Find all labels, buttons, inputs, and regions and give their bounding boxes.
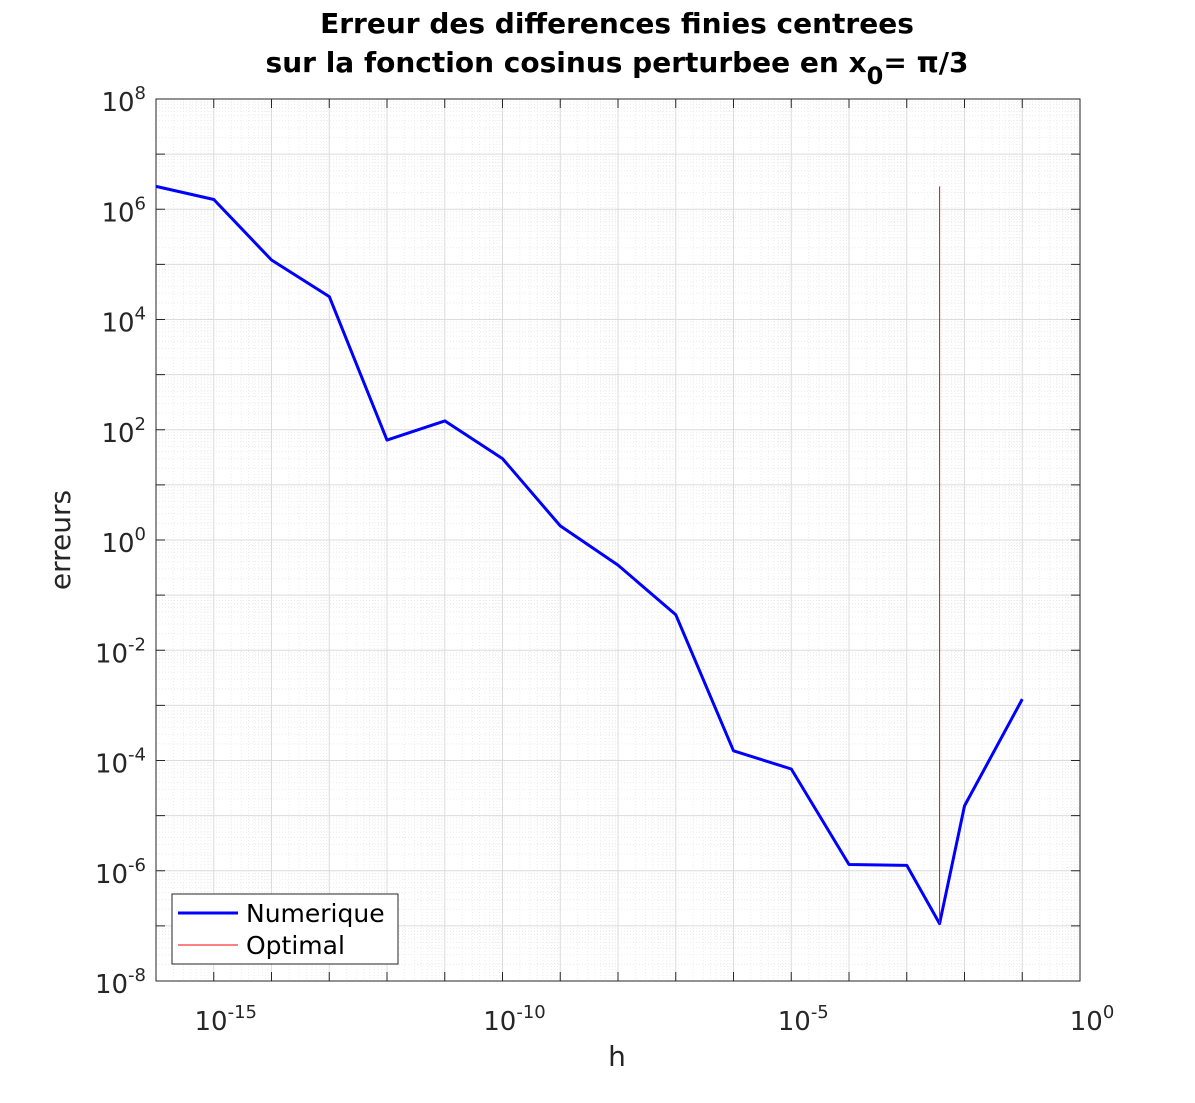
y-tick-exponent: -6 xyxy=(128,855,146,876)
x-tick-label: 10-5 xyxy=(778,1002,829,1037)
y-tick-label: 10-2 xyxy=(95,634,146,669)
tick-marks xyxy=(155,98,1081,982)
chart-title-subscript: 0 xyxy=(867,62,884,90)
y-tick-exponent: -4 xyxy=(128,745,146,766)
series-line-numerique xyxy=(155,184,1024,926)
chart-title-main: sur la fonction cosinus perturbee en x xyxy=(266,46,867,79)
x-tick-label: 100 xyxy=(1070,1002,1115,1037)
x-tick-exponent: -10 xyxy=(516,1002,545,1023)
y-tick-exponent: 0 xyxy=(135,524,146,545)
y-tick-base: 10 xyxy=(101,88,134,118)
y-tick-base: 10 xyxy=(95,639,128,669)
y-tick-label: 106 xyxy=(101,193,146,228)
legend-label-optimal: Optimal xyxy=(246,931,345,960)
y-tick-exponent: -2 xyxy=(128,634,146,655)
y-tick-base: 10 xyxy=(101,529,134,559)
chart-title-line-2: sur la fonction cosinus perturbee en x0=… xyxy=(266,46,969,90)
y-tick-label: 102 xyxy=(101,414,146,449)
y-tick-exponent: 4 xyxy=(135,304,146,325)
chart-title-line-1: Erreur des differences finies centrees xyxy=(320,7,914,40)
y-tick-label: 10-6 xyxy=(95,855,146,890)
y-tick-base: 10 xyxy=(95,860,128,890)
y-tick-label: 10-4 xyxy=(95,745,146,780)
x-tick-exponent: -15 xyxy=(228,1002,257,1023)
chart-title-suffix: = π/3 xyxy=(883,46,968,79)
y-tick-base: 10 xyxy=(95,970,128,1000)
x-tick-base: 10 xyxy=(483,1007,516,1037)
y-tick-base: 10 xyxy=(101,309,134,339)
x-axis-label: h xyxy=(608,1040,626,1073)
x-tick-exponent: 0 xyxy=(1103,1002,1114,1023)
legend-label-numerique: Numerique xyxy=(246,899,385,928)
y-tick-label: 108 xyxy=(101,83,146,118)
x-tick-base: 10 xyxy=(195,1007,228,1037)
y-tick-exponent: 8 xyxy=(135,83,146,104)
y-tick-base: 10 xyxy=(101,419,134,449)
y-tick-label: 100 xyxy=(101,524,146,559)
y-tick-exponent: 6 xyxy=(135,193,146,214)
x-tick-base: 10 xyxy=(1070,1007,1103,1037)
y-tick-base: 10 xyxy=(101,198,134,228)
x-tick-exponent: -5 xyxy=(811,1002,829,1023)
y-tick-label: 104 xyxy=(101,304,146,339)
x-tick-labels: 10-15 10-10 10-5 100 xyxy=(195,1002,1115,1037)
y-tick-label: 10-8 xyxy=(95,965,146,1000)
legend: Numerique Optimal xyxy=(171,893,399,965)
legend-box xyxy=(171,893,399,965)
y-axis-label: erreurs xyxy=(44,490,77,590)
y-tick-exponent: 2 xyxy=(135,414,146,435)
x-tick-label: 10-15 xyxy=(195,1002,258,1037)
series-layer xyxy=(155,184,1024,926)
y-tick-base: 10 xyxy=(95,750,128,780)
y-tick-exponent: -8 xyxy=(128,965,146,986)
x-tick-base: 10 xyxy=(778,1007,811,1037)
x-tick-label: 10-10 xyxy=(483,1002,546,1037)
